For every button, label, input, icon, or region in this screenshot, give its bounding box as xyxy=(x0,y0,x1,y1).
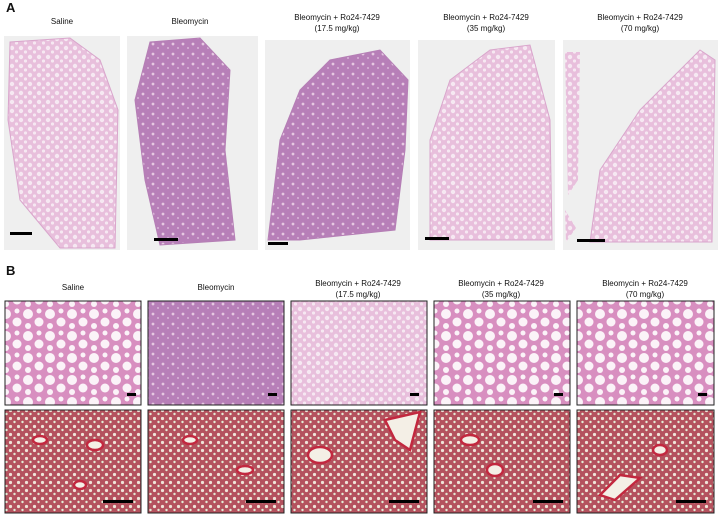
lung-section xyxy=(267,49,409,241)
panel-label: A xyxy=(6,0,16,15)
column-subtitle: (70 mg/kg) xyxy=(626,290,665,299)
airway xyxy=(651,443,669,457)
airway xyxy=(306,445,334,465)
scale-bars xyxy=(103,393,707,503)
column-title: Bleomycin xyxy=(172,17,209,26)
micrograph xyxy=(147,409,285,514)
micrographs xyxy=(4,300,715,514)
scale-bar xyxy=(127,393,136,396)
column-subtitle: (35 mg/kg) xyxy=(482,290,521,299)
micrograph xyxy=(290,300,428,406)
airway xyxy=(181,434,199,446)
slide-images xyxy=(4,36,718,250)
column-title: Saline xyxy=(51,17,74,26)
column-title: Bleomycin + Ro24-7429 xyxy=(315,279,401,288)
airway xyxy=(485,462,505,478)
micrograph xyxy=(433,409,571,514)
column-title: Saline xyxy=(62,283,85,292)
lung-section xyxy=(134,37,236,246)
airway xyxy=(31,434,49,446)
scale-bar xyxy=(103,500,133,503)
lung-section xyxy=(429,44,553,241)
scale-bar xyxy=(676,500,706,503)
column-subtitle: (70 mg/kg) xyxy=(621,24,660,33)
column-subtitle: (35 mg/kg) xyxy=(467,24,506,33)
panel-label: B xyxy=(6,263,15,278)
micrograph xyxy=(433,300,571,406)
airways xyxy=(31,410,669,502)
scale-bar xyxy=(246,500,276,503)
scale-bar xyxy=(533,500,563,503)
column-title: Bleomycin + Ro24-7429 xyxy=(597,13,683,22)
micrograph xyxy=(576,409,715,514)
scale-bar xyxy=(554,393,563,396)
micrograph xyxy=(576,300,715,406)
scale-bar xyxy=(410,393,419,396)
scale-bar xyxy=(698,393,707,396)
lung-section xyxy=(7,37,119,249)
column-title: Bleomycin xyxy=(198,283,235,292)
scale-bar xyxy=(577,239,605,242)
scale-bar xyxy=(154,238,178,241)
airway xyxy=(597,473,643,502)
lung-section xyxy=(589,49,716,243)
lung-section xyxy=(565,210,576,242)
scale-bar xyxy=(268,242,288,245)
airway xyxy=(459,433,481,447)
scale-bar xyxy=(425,237,449,240)
airway xyxy=(235,464,255,476)
micrograph xyxy=(4,409,142,514)
airway xyxy=(72,479,88,491)
column-subtitle: (17.5 mg/kg) xyxy=(315,24,360,33)
column-title: Bleomycin + Ro24-7429 xyxy=(458,279,544,288)
scale-bar xyxy=(389,500,419,503)
scale-bar xyxy=(268,393,277,396)
column-title: Bleomycin + Ro24-7429 xyxy=(443,13,529,22)
column-subtitle: (17.5 mg/kg) xyxy=(336,290,381,299)
micrograph xyxy=(147,300,285,406)
airway xyxy=(85,438,105,452)
micrograph xyxy=(4,300,142,406)
lung-section xyxy=(565,52,580,195)
scale-bar xyxy=(10,232,32,235)
column-title: Bleomycin + Ro24-7429 xyxy=(602,279,688,288)
airway xyxy=(383,410,422,453)
column-title: Bleomycin + Ro24-7429 xyxy=(294,13,380,22)
